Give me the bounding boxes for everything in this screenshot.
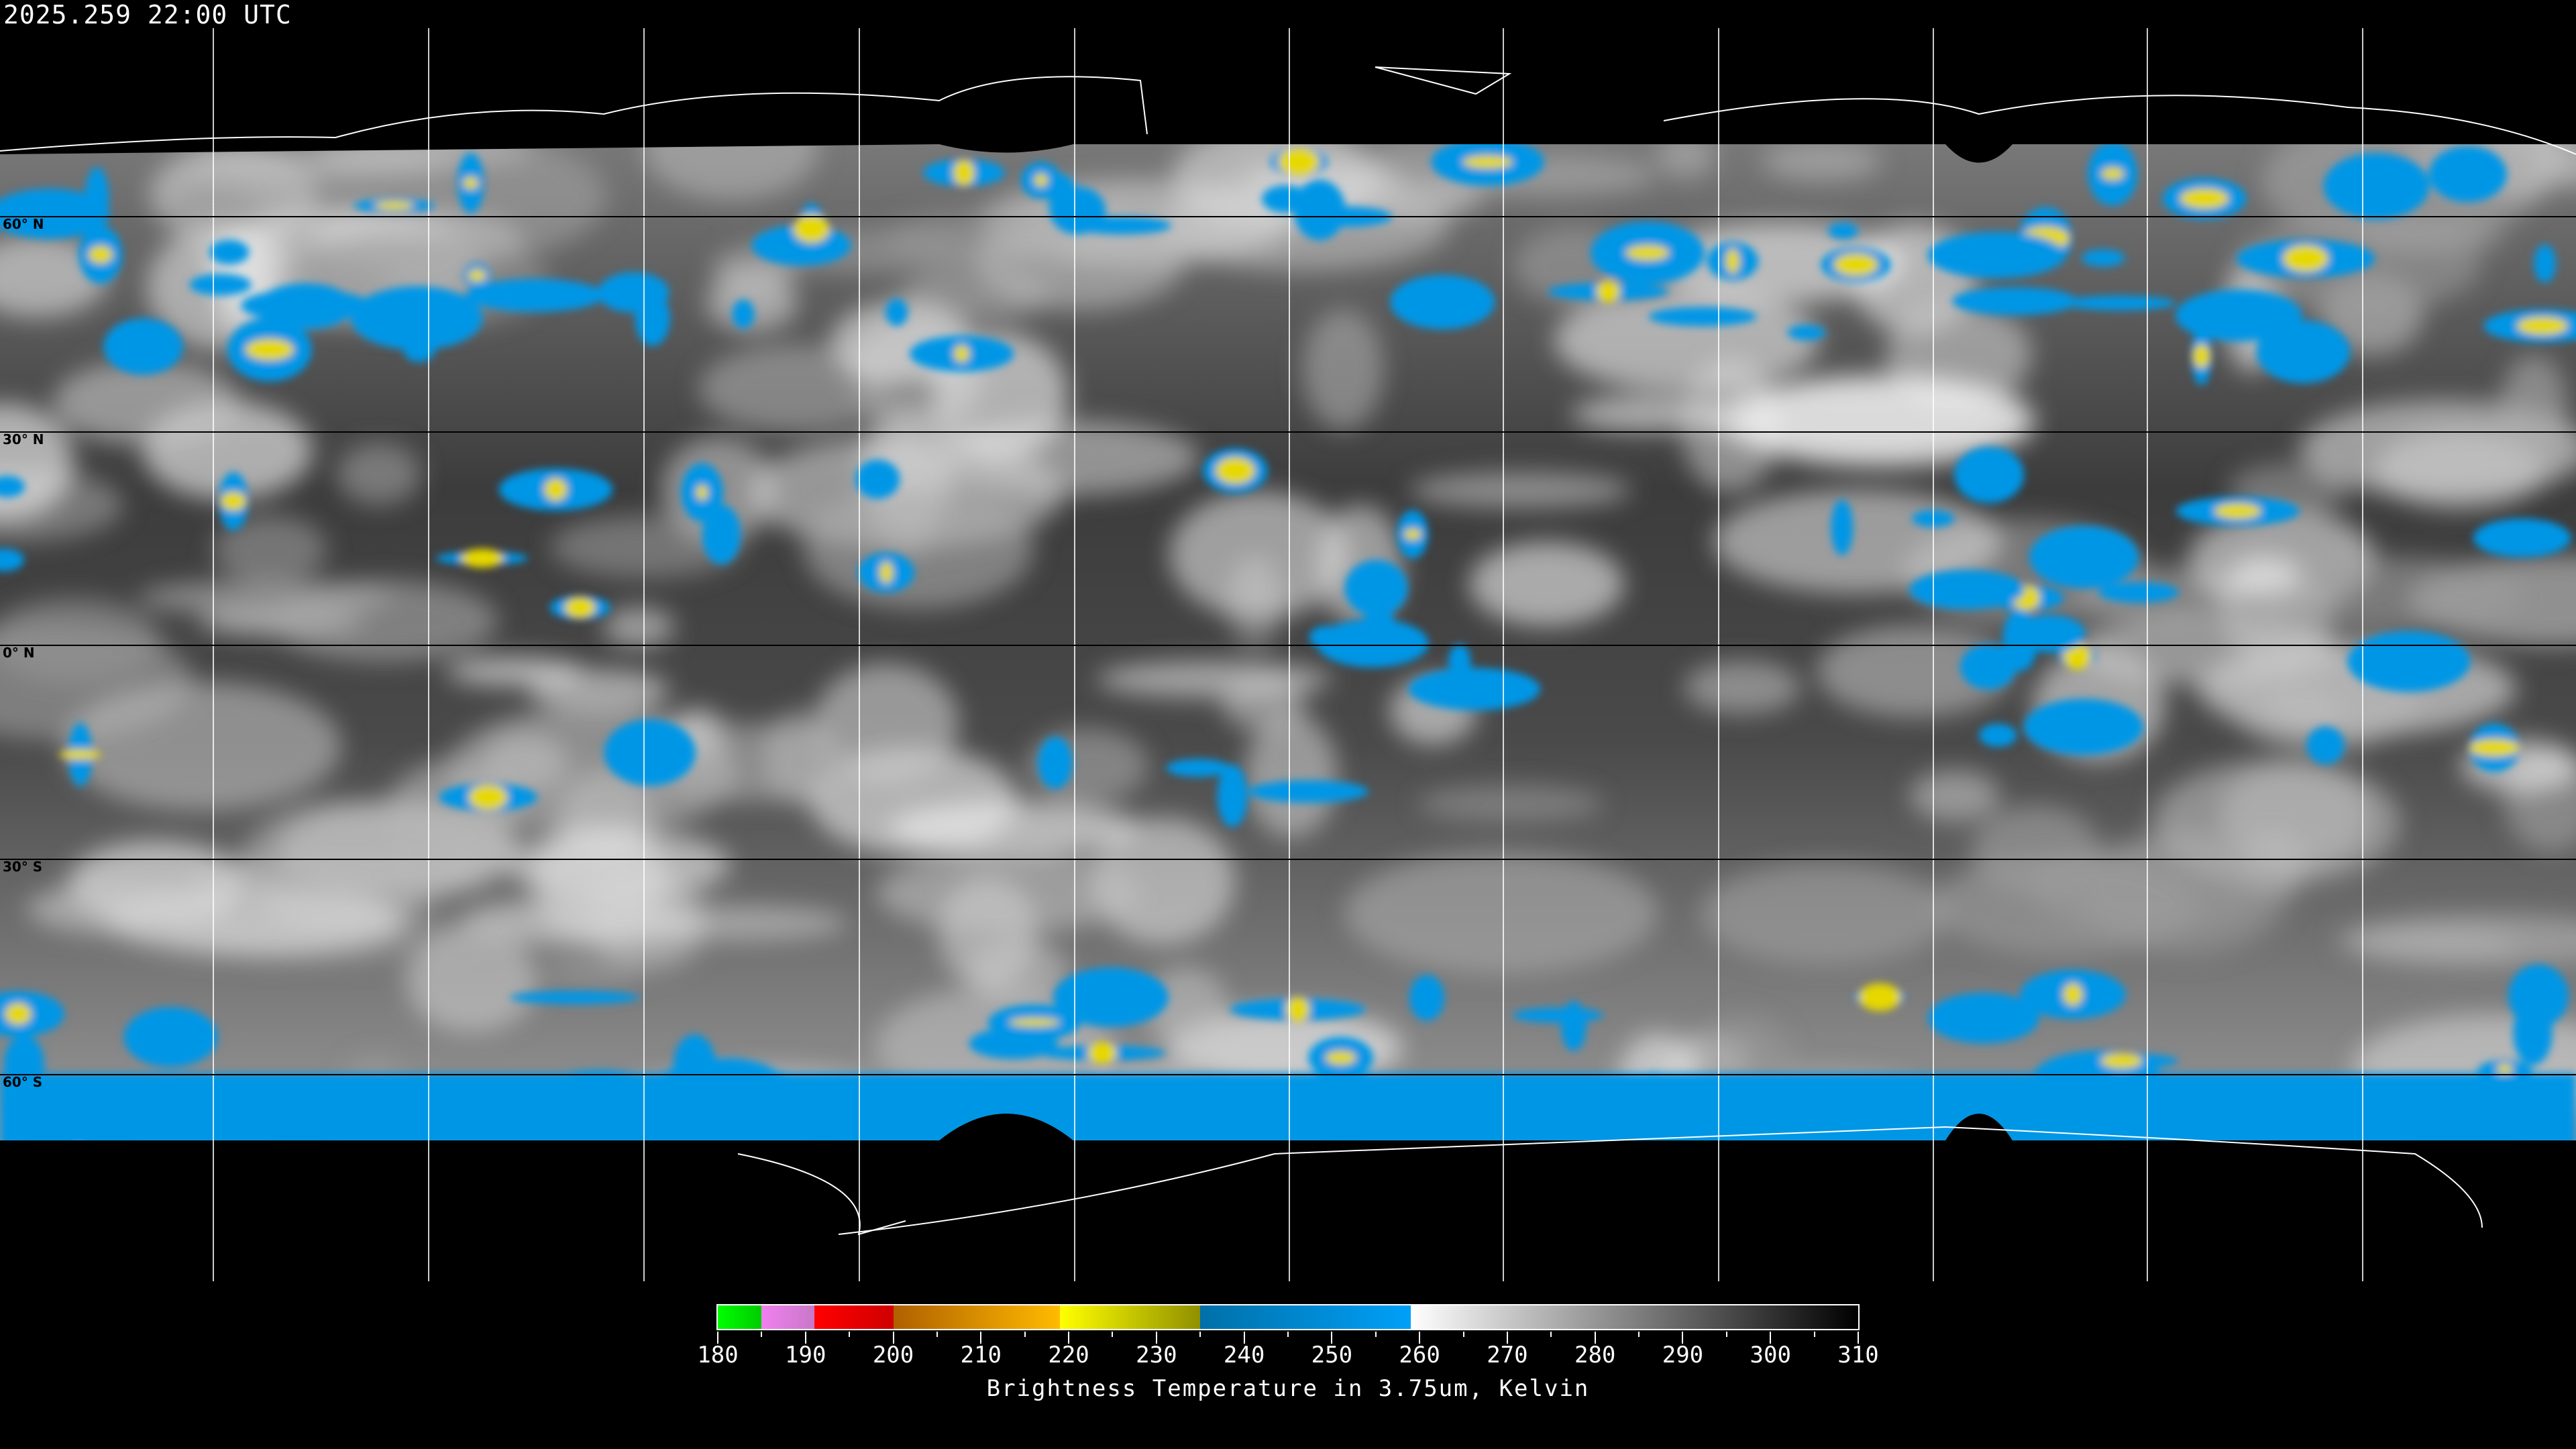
colorbar-tick — [804, 1332, 806, 1344]
colorbar-tick — [1813, 1332, 1815, 1337]
colorbar-tick — [1287, 1332, 1289, 1337]
colorbar-tick — [1419, 1332, 1421, 1344]
lat-label-30n: 30° N — [3, 431, 44, 447]
colorbar-tick-label: 310 — [1837, 1342, 1879, 1368]
colorbar-tick-label: 270 — [1487, 1342, 1528, 1368]
lat-label-0: 0° N — [3, 645, 35, 661]
colorbar-tick — [1112, 1332, 1114, 1337]
colorbar-segment — [814, 1305, 894, 1329]
lat-label-30s: 30° S — [3, 859, 43, 875]
colorbar-tick-label: 210 — [960, 1342, 1002, 1368]
colorbar-tick — [1375, 1332, 1377, 1337]
colorbar-tick — [1243, 1332, 1245, 1344]
colorbar-tick — [849, 1332, 851, 1337]
lat-lon-grid — [0, 28, 2576, 1281]
colorbar-tick — [1682, 1332, 1684, 1344]
colorbar-tick — [717, 1332, 718, 1344]
colorbar-tick — [761, 1332, 763, 1337]
colorbar-tick — [980, 1332, 982, 1344]
colorbar-tick-label: 180 — [697, 1342, 739, 1368]
colorbar-segment — [718, 1305, 762, 1329]
colorbar-tick-label: 250 — [1311, 1342, 1353, 1368]
colorbar-tick — [1462, 1332, 1464, 1337]
colorbar-tick-label: 200 — [872, 1342, 914, 1368]
colorbar-tick — [1199, 1332, 1201, 1337]
colorbar-segment — [1411, 1305, 1858, 1329]
colorbar-segment — [761, 1305, 814, 1329]
lat-label-60n: 60° N — [3, 216, 44, 232]
satellite-map — [0, 28, 2576, 1281]
colorbar-tick — [892, 1332, 894, 1344]
colorbar-tick — [1725, 1332, 1727, 1337]
colorbar-tick-label: 220 — [1048, 1342, 1089, 1368]
colorbar-tick — [1024, 1332, 1026, 1337]
timestamp: 2025.259 22:00 UTC — [3, 0, 292, 30]
colorbar-segment — [1059, 1305, 1201, 1329]
colorbar-tick — [1155, 1332, 1157, 1344]
colorbar-tick-label: 300 — [1750, 1342, 1791, 1368]
colorbar-segment — [1200, 1305, 1411, 1329]
colorbar-title: Brightness Temperature in 3.75um, Kelvin — [986, 1375, 1590, 1402]
colorbar-tick-label: 230 — [1136, 1342, 1177, 1368]
colorbar — [716, 1304, 1860, 1330]
colorbar-tick-label: 240 — [1223, 1342, 1265, 1368]
colorbar-tick — [1550, 1332, 1552, 1337]
colorbar-tick-label: 280 — [1574, 1342, 1616, 1368]
lat-label-60s: 60° S — [3, 1074, 43, 1090]
imagery-layer — [0, 144, 2576, 1140]
colorbar-tick — [1068, 1332, 1070, 1344]
colorbar-segment — [893, 1305, 1060, 1329]
colorbar-tick — [1638, 1332, 1640, 1337]
colorbar-tick-label: 260 — [1399, 1342, 1440, 1368]
colorbar-tick — [1506, 1332, 1508, 1344]
colorbar-tick — [1331, 1332, 1333, 1344]
colorbar-tick — [1770, 1332, 1772, 1344]
colorbar-tick-label: 290 — [1662, 1342, 1704, 1368]
colorbar-tick — [936, 1332, 938, 1337]
coastlines — [0, 66, 2576, 1236]
colorbar-tick-label: 190 — [785, 1342, 826, 1368]
colorbar-tick — [1594, 1332, 1596, 1344]
colorbar-tick — [1858, 1332, 1859, 1344]
